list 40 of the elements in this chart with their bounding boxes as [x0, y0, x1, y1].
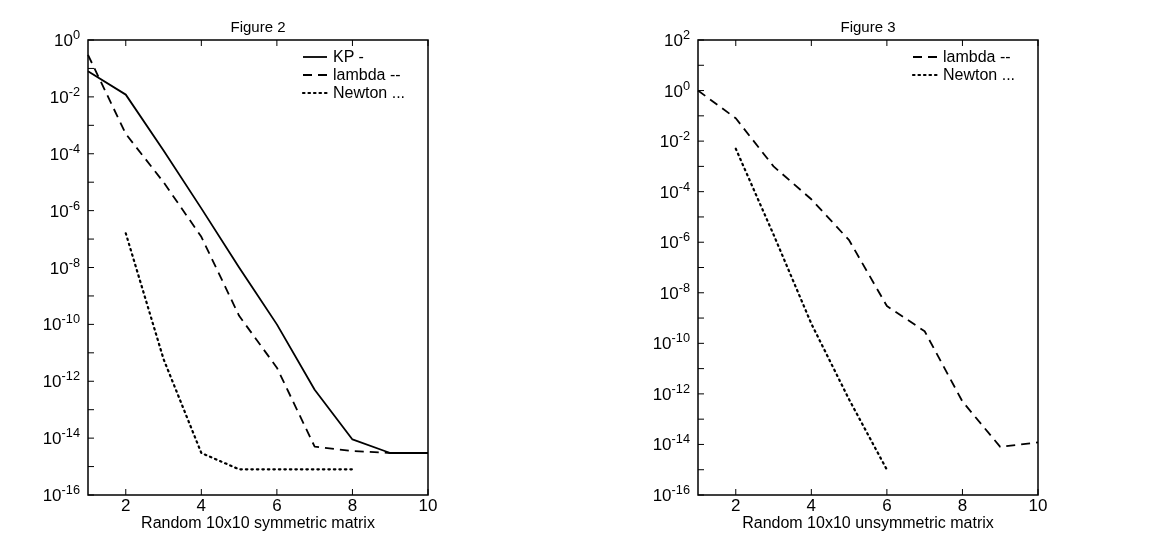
chart-title: Figure 2 [230, 18, 286, 35]
y-tick-label: 10$^{-16}$ [42, 481, 80, 505]
legend-label: Newton ... [333, 84, 406, 101]
y-tick-label: 10$^{-10}$ [42, 310, 80, 335]
y-tick-label: 10$^{-14}$ [652, 430, 690, 455]
x-tick-label: 2 [121, 496, 131, 515]
x-tick-label: 10 [418, 496, 438, 515]
chart-title: Figure 3 [840, 18, 896, 35]
y-tick-label: 10$^{-12}$ [652, 380, 690, 404]
line-series [124, 232, 354, 471]
y-tick-label: 10$^{-8}$ [49, 254, 80, 278]
y-tick-label: 10$^{-2}$ [659, 127, 690, 152]
x-axis-title: Random 10x10 unsymmetric matrix [742, 514, 994, 531]
legend-label: lambda -- [943, 48, 1011, 65]
y-tick-label: 10$^{-12}$ [42, 367, 80, 392]
x-tick-label: 10 [1028, 496, 1048, 515]
y-tick-label: 10$^{-2}$ [49, 83, 80, 107]
x-tick-label: 4 [806, 496, 817, 515]
x-axis-title: Random 10x10 symmetric matrix [141, 514, 375, 531]
y-tick-label: 10$^{-16}$ [652, 481, 690, 505]
y-tick-label: 10$^{-10}$ [652, 329, 690, 354]
y-tick-label: 10$^{-4}$ [49, 140, 80, 164]
legend-label: Newton ... [943, 66, 1016, 83]
y-tick-label: 10$^{2}$ [663, 26, 690, 50]
x-tick-label: 6 [272, 496, 282, 515]
legend-label: lambda -- [333, 66, 401, 83]
x-tick-label: 8 [957, 496, 968, 515]
x-tick-label: 6 [882, 496, 892, 515]
y-tick-label: 10$^{0}$ [663, 77, 690, 101]
x-tick-label: 8 [347, 496, 358, 515]
y-tick-label: 10$^{-6}$ [49, 197, 80, 221]
line-series [734, 147, 888, 471]
y-tick-label: 10$^{0}$ [53, 26, 80, 50]
y-tick-label: 10$^{-14}$ [42, 424, 80, 449]
legend-label: KP - [333, 48, 364, 65]
x-tick-label: 2 [731, 496, 741, 515]
y-tick-label: 10$^{-4}$ [659, 178, 690, 202]
x-tick-label: 4 [196, 496, 207, 515]
y-tick-label: 10$^{-8}$ [659, 279, 690, 303]
y-tick-label: 10$^{-6}$ [659, 228, 690, 253]
